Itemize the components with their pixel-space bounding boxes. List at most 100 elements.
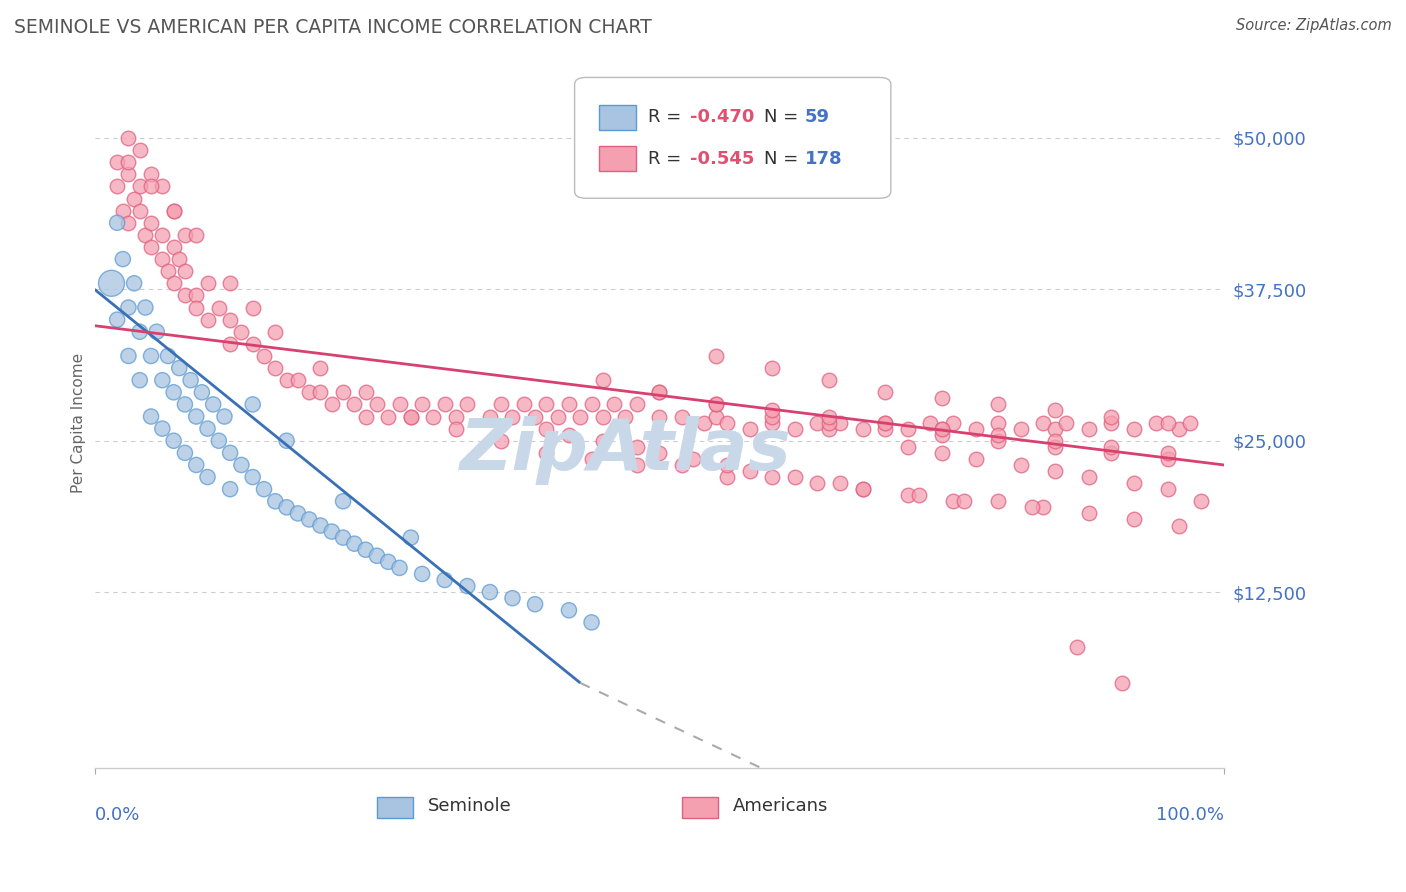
- Point: [1032, 416, 1054, 430]
- Point: [1099, 409, 1122, 424]
- Point: [875, 422, 897, 436]
- Point: [186, 301, 208, 315]
- Point: [581, 451, 603, 466]
- Point: [897, 488, 920, 502]
- Point: [399, 531, 422, 545]
- Point: [276, 500, 298, 515]
- Point: [806, 416, 828, 430]
- Point: [197, 312, 219, 326]
- Point: [704, 349, 727, 363]
- Point: [377, 409, 399, 424]
- Point: [1099, 416, 1122, 430]
- Point: [100, 277, 122, 291]
- Point: [150, 179, 173, 194]
- Text: ZipAtlas: ZipAtlas: [460, 416, 792, 484]
- Point: [704, 397, 727, 411]
- Point: [162, 203, 184, 218]
- Point: [298, 512, 321, 526]
- Point: [139, 216, 162, 230]
- Point: [704, 397, 727, 411]
- Point: [150, 422, 173, 436]
- Point: [931, 427, 953, 442]
- Point: [592, 409, 614, 424]
- Point: [332, 385, 354, 400]
- Point: [287, 373, 309, 387]
- Point: [298, 385, 321, 400]
- Point: [693, 416, 716, 430]
- Point: [1043, 434, 1066, 448]
- Point: [536, 446, 558, 460]
- Point: [828, 476, 851, 491]
- Point: [366, 397, 388, 411]
- Text: N =: N =: [765, 109, 804, 127]
- Point: [817, 409, 839, 424]
- Point: [942, 416, 965, 430]
- Point: [242, 470, 264, 484]
- Text: Seminole: Seminole: [427, 797, 512, 814]
- Text: Source: ZipAtlas.com: Source: ZipAtlas.com: [1236, 18, 1392, 33]
- Point: [219, 446, 242, 460]
- Point: [875, 416, 897, 430]
- Point: [150, 252, 173, 266]
- Point: [1043, 403, 1066, 417]
- Point: [761, 409, 783, 424]
- Point: [139, 167, 162, 181]
- Point: [231, 325, 253, 339]
- Text: 178: 178: [806, 150, 842, 168]
- Point: [569, 409, 592, 424]
- Point: [908, 488, 931, 502]
- Point: [648, 385, 671, 400]
- Point: [156, 264, 179, 278]
- Point: [117, 349, 139, 363]
- Point: [174, 264, 197, 278]
- Point: [377, 555, 399, 569]
- Point: [411, 566, 433, 581]
- Point: [987, 416, 1010, 430]
- Point: [489, 397, 512, 411]
- Point: [150, 373, 173, 387]
- Point: [1191, 494, 1213, 508]
- Point: [716, 458, 738, 472]
- Point: [264, 494, 287, 508]
- Point: [1144, 416, 1167, 430]
- Point: [852, 482, 875, 496]
- Point: [174, 227, 197, 242]
- Point: [332, 494, 354, 508]
- Point: [321, 397, 343, 411]
- Point: [987, 397, 1010, 411]
- Text: SEMINOLE VS AMERICAN PER CAPITA INCOME CORRELATION CHART: SEMINOLE VS AMERICAN PER CAPITA INCOME C…: [14, 18, 652, 37]
- Point: [761, 361, 783, 376]
- Point: [309, 518, 332, 533]
- Point: [422, 409, 444, 424]
- Bar: [599, 105, 636, 130]
- Point: [783, 470, 806, 484]
- Text: N =: N =: [765, 150, 804, 168]
- Point: [162, 385, 184, 400]
- Point: [671, 458, 693, 472]
- Point: [169, 252, 191, 266]
- Text: Americans: Americans: [733, 797, 828, 814]
- Point: [332, 531, 354, 545]
- Point: [214, 409, 236, 424]
- Point: [117, 167, 139, 181]
- Point: [276, 373, 298, 387]
- Point: [648, 385, 671, 400]
- Point: [111, 252, 134, 266]
- Point: [174, 288, 197, 302]
- Point: [738, 422, 761, 436]
- Point: [524, 597, 547, 611]
- Point: [117, 216, 139, 230]
- Point: [128, 373, 150, 387]
- Text: -0.545: -0.545: [690, 150, 754, 168]
- Point: [1077, 422, 1099, 436]
- Point: [156, 349, 179, 363]
- Point: [1066, 640, 1088, 654]
- Point: [433, 397, 456, 411]
- Point: [242, 336, 264, 351]
- Text: R =: R =: [648, 109, 688, 127]
- Point: [716, 470, 738, 484]
- Point: [558, 603, 581, 617]
- Point: [169, 361, 191, 376]
- Point: [111, 203, 134, 218]
- Point: [931, 422, 953, 436]
